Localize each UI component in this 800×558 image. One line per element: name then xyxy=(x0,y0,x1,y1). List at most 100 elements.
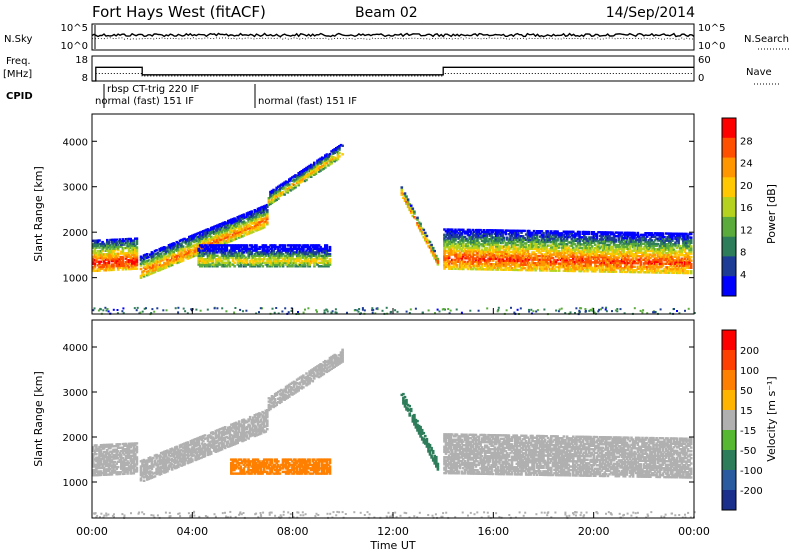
power-cell xyxy=(190,242,193,244)
power-cell xyxy=(277,198,280,200)
power-cell xyxy=(282,191,285,193)
nsearch-series-line xyxy=(92,38,694,39)
cpid-entry-1: rbsp CT-trig 220 IF xyxy=(107,84,200,95)
power-cell xyxy=(338,152,341,154)
power-cell xyxy=(413,211,416,213)
power-cell xyxy=(143,270,146,272)
nsky-frame xyxy=(92,24,694,50)
power-cell xyxy=(338,155,341,157)
freq-unit: [MHz] xyxy=(3,69,32,80)
cpid-strip: CPID rbsp CT-trig 220 IF normal (fast) 1… xyxy=(6,84,357,108)
cpid-label: CPID xyxy=(6,91,33,102)
power-cell xyxy=(426,235,429,237)
power-cell xyxy=(136,237,139,239)
freq-panel: Freq. [MHz] 18 8 60 0 Nave xyxy=(3,55,780,84)
nsky-tick-bottom: 10^0 xyxy=(61,41,88,52)
nsearch-tick-top: 10^5 xyxy=(698,23,725,34)
power-cell xyxy=(326,244,329,246)
power-cell xyxy=(252,231,255,233)
beam-title: Beam 02 xyxy=(355,5,418,21)
power-cell xyxy=(288,183,291,185)
power-cell xyxy=(401,186,404,188)
power-cell xyxy=(329,246,332,248)
power-cell xyxy=(430,244,433,246)
power-cell xyxy=(503,237,506,239)
power-cell xyxy=(250,210,253,212)
power-cell xyxy=(555,270,558,272)
nsky-label: N.Sky xyxy=(4,34,32,45)
power-cell xyxy=(615,271,618,273)
power-cell xyxy=(456,264,459,266)
power-data-cells xyxy=(92,144,696,315)
power-cell xyxy=(419,223,422,225)
freq-series-line xyxy=(92,67,694,81)
power-cell xyxy=(435,255,438,257)
power-cell xyxy=(155,249,158,251)
power-cell xyxy=(424,232,427,234)
nsky-trace xyxy=(92,25,694,49)
power-cell xyxy=(266,209,269,211)
power-cell xyxy=(180,242,183,244)
nsky-tick-top: 10^5 xyxy=(61,23,88,34)
power-cell xyxy=(136,268,139,270)
power-cell xyxy=(117,253,120,255)
freq-frame xyxy=(92,56,694,81)
power-cell xyxy=(588,231,591,233)
power-cell xyxy=(329,253,332,255)
power-cell xyxy=(407,198,410,200)
power-cell xyxy=(143,274,146,276)
power-cell xyxy=(257,218,260,220)
power-cell xyxy=(305,179,308,181)
power-cell xyxy=(481,263,484,265)
power-cell xyxy=(313,162,316,164)
power-cell xyxy=(412,208,415,210)
power-cell xyxy=(341,145,344,147)
nave-label: Nave xyxy=(746,67,772,78)
power-cell xyxy=(578,231,581,233)
power-cell xyxy=(542,232,545,234)
station-title: Fort Hays West (fitACF) xyxy=(92,3,266,21)
power-cell xyxy=(523,230,526,232)
power-cell xyxy=(405,195,408,197)
power-cell xyxy=(404,192,407,194)
power-cell xyxy=(255,244,258,246)
power-cell xyxy=(423,229,426,231)
power-cell xyxy=(433,250,436,252)
power-cell xyxy=(182,245,185,247)
power-cell xyxy=(283,244,286,246)
power-cell xyxy=(262,265,265,267)
power-cell xyxy=(240,225,243,227)
power-cell xyxy=(243,234,246,236)
power-cell xyxy=(233,262,236,264)
power-cell xyxy=(437,258,440,260)
freq-label: Freq. xyxy=(6,56,31,67)
power-cell xyxy=(136,246,139,248)
power-cell xyxy=(429,241,432,243)
power-cell xyxy=(633,266,636,268)
power-cell xyxy=(172,251,175,253)
power-cell xyxy=(432,247,435,249)
power-cell xyxy=(416,217,419,219)
nsearch-tick-bottom: 10^0 xyxy=(698,41,725,52)
power-cell xyxy=(233,265,236,267)
power-cell xyxy=(98,239,101,241)
power-cell xyxy=(637,232,640,234)
power-cell xyxy=(615,239,618,241)
power-cell xyxy=(341,153,344,155)
power-cell xyxy=(246,244,249,246)
power-cell xyxy=(266,221,269,223)
freq-tick-bottom: 8 xyxy=(82,73,88,84)
power-cell xyxy=(243,213,246,215)
power-cell xyxy=(160,253,163,255)
power-cell xyxy=(329,153,332,155)
power-cell xyxy=(183,248,186,250)
power-cell xyxy=(591,245,594,247)
power-cell xyxy=(329,258,332,260)
nave-tick-top: 60 xyxy=(698,55,711,66)
power-cell xyxy=(140,268,143,270)
freq-tick-top: 18 xyxy=(75,55,88,66)
date-title: 14/Sep/2014 xyxy=(606,5,695,21)
nsky-panel: N.Sky 10^5 10^0 10^5 10^0 N.Search xyxy=(4,23,790,52)
